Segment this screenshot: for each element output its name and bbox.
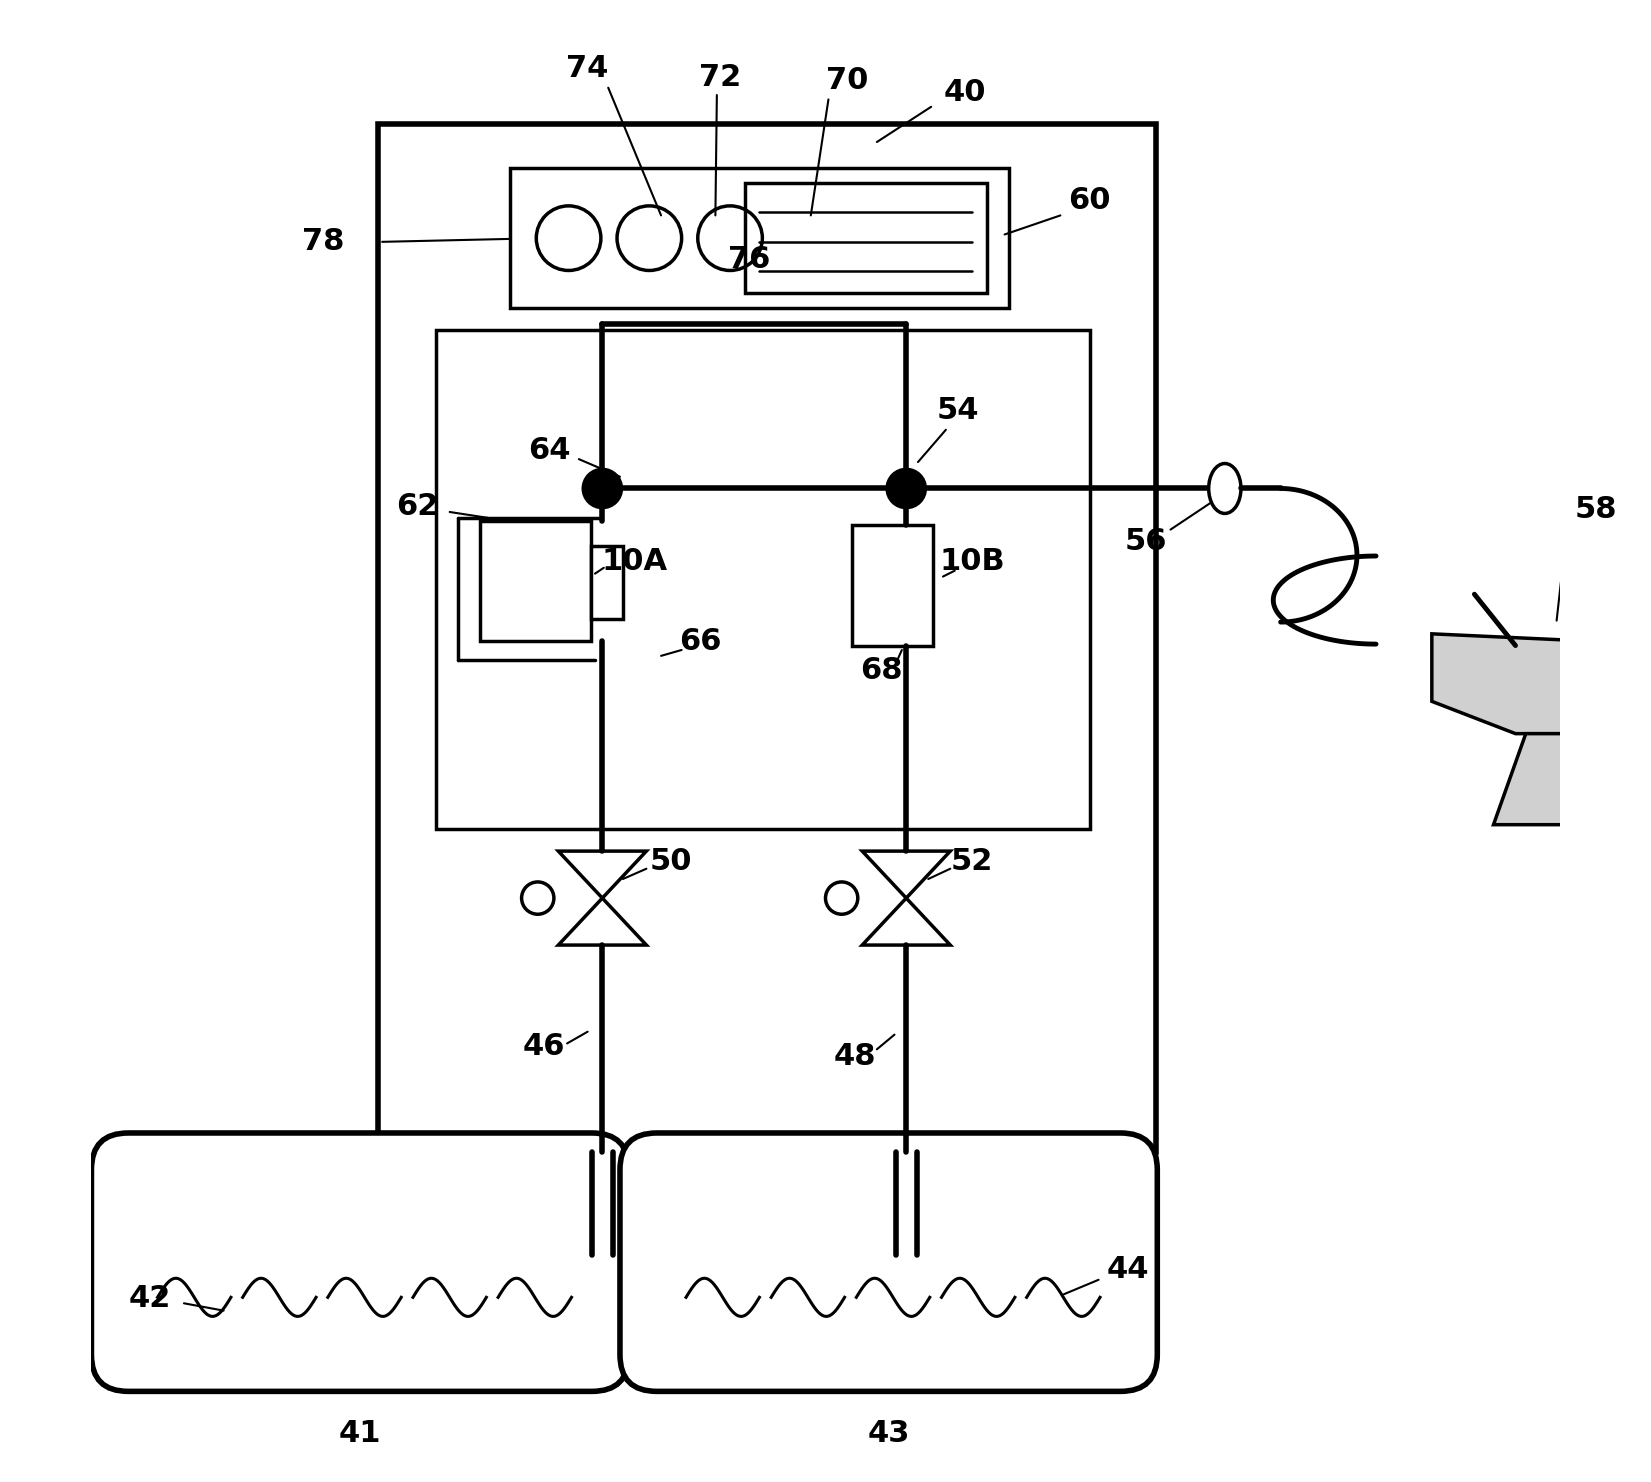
Text: 66: 66 — [680, 627, 721, 655]
Text: 76: 76 — [728, 245, 771, 274]
Polygon shape — [1494, 734, 1608, 824]
Text: 58: 58 — [1575, 495, 1616, 523]
Polygon shape — [558, 851, 647, 898]
Circle shape — [887, 470, 925, 507]
Text: 56: 56 — [1124, 526, 1167, 556]
FancyBboxPatch shape — [621, 1132, 1157, 1392]
Text: 40: 40 — [944, 77, 986, 107]
Bar — [378, 124, 1156, 1152]
Text: 74: 74 — [566, 55, 609, 83]
Text: 54: 54 — [936, 396, 979, 425]
Text: 10B: 10B — [939, 547, 1005, 576]
Text: 44: 44 — [1106, 1255, 1149, 1283]
Text: 72: 72 — [698, 62, 741, 92]
Bar — [852, 525, 933, 646]
Text: 42: 42 — [129, 1285, 172, 1313]
FancyBboxPatch shape — [91, 1132, 629, 1392]
Bar — [510, 169, 1009, 308]
Bar — [591, 545, 622, 619]
Polygon shape — [1641, 671, 1651, 707]
Polygon shape — [862, 851, 951, 898]
Circle shape — [583, 470, 621, 507]
Bar — [745, 184, 987, 293]
Text: 10A: 10A — [601, 547, 667, 576]
Text: 60: 60 — [1068, 187, 1111, 215]
Text: 46: 46 — [522, 1031, 565, 1061]
Text: 70: 70 — [827, 65, 868, 95]
Text: 62: 62 — [396, 492, 439, 520]
Ellipse shape — [1209, 464, 1242, 513]
Text: 64: 64 — [528, 436, 571, 465]
Polygon shape — [1563, 665, 1615, 713]
Text: 78: 78 — [302, 227, 345, 256]
Text: 50: 50 — [650, 846, 693, 876]
Text: 41: 41 — [338, 1420, 381, 1448]
Text: 68: 68 — [860, 657, 903, 685]
Text: 52: 52 — [951, 846, 994, 876]
Polygon shape — [862, 898, 951, 946]
Bar — [480, 520, 591, 642]
Text: 48: 48 — [834, 1042, 877, 1071]
Polygon shape — [558, 898, 647, 946]
Bar — [436, 330, 1090, 828]
Text: 43: 43 — [867, 1420, 910, 1448]
Polygon shape — [1431, 634, 1641, 734]
